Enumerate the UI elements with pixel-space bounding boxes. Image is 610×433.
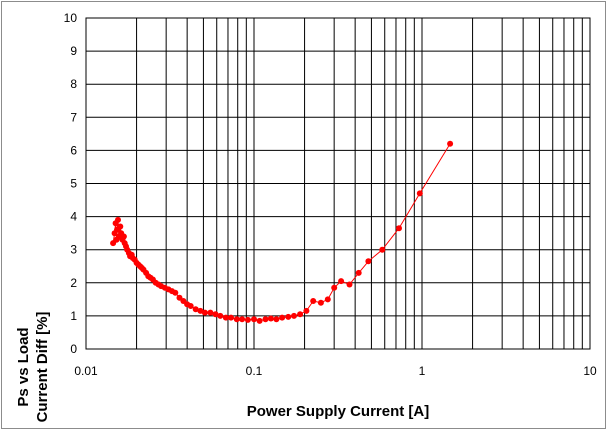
x-axis-title: Power Supply Current [A]	[247, 403, 430, 420]
data-point	[273, 316, 280, 323]
data-point	[201, 309, 208, 316]
y-axis-title-line-1: Ps vs Load	[15, 327, 32, 406]
data-point	[217, 312, 224, 319]
data-point	[117, 223, 124, 230]
data-point	[291, 312, 297, 319]
y-tick-label: 2	[70, 276, 77, 290]
data-point	[338, 278, 345, 285]
data-point	[197, 307, 204, 314]
data-point	[228, 314, 234, 321]
grid-lines	[85, 17, 590, 350]
y-tick-label: 8	[70, 77, 77, 91]
data-point	[279, 314, 286, 321]
data-point	[172, 289, 179, 296]
data-point	[262, 316, 269, 323]
data-point	[251, 316, 257, 323]
data-point	[212, 311, 219, 318]
data-point	[233, 316, 240, 323]
data-point	[239, 316, 246, 323]
data-point	[187, 303, 194, 309]
y-tick-label: 1	[70, 309, 77, 323]
data-point	[285, 313, 292, 320]
y-axis-title-line-2: Current Diff [%]	[34, 312, 51, 423]
data-point	[297, 311, 304, 318]
data-point	[303, 307, 310, 314]
data-point	[256, 317, 263, 324]
data-point	[365, 258, 372, 265]
data-point	[222, 314, 229, 321]
data-point	[346, 281, 353, 288]
data-point	[331, 284, 338, 291]
plot-area-border	[85, 17, 591, 350]
data-point	[310, 298, 317, 304]
series-line	[112, 143, 451, 322]
x-tick-label: 0.1	[246, 364, 263, 378]
x-tick-labels: 0.01 0.1 1 10	[74, 364, 597, 378]
y-tick-labels: 0 1 2 3 4 5 6 7 8 9 10	[64, 11, 78, 356]
data-point	[244, 316, 251, 323]
x-tick-label: 1	[419, 364, 426, 378]
x-tick-label: 0.01	[74, 364, 98, 378]
y-tick-label: 7	[70, 110, 77, 124]
y-tick-label: 10	[64, 11, 78, 25]
y-tick-label: 6	[70, 143, 77, 157]
data-point	[267, 315, 274, 322]
y-tick-label: 0	[70, 342, 77, 356]
y-tick-label: 9	[70, 44, 77, 58]
data-point	[355, 269, 362, 276]
data-point	[317, 299, 324, 306]
data-point	[396, 225, 402, 232]
data-point	[207, 309, 214, 316]
series-points	[110, 140, 454, 324]
data-point	[115, 216, 121, 223]
y-tick-label: 5	[70, 177, 77, 191]
data-point	[447, 140, 454, 147]
y-tick-label: 4	[70, 210, 77, 224]
x-tick-label: 10	[583, 364, 597, 378]
data-point	[192, 306, 199, 313]
data-point	[120, 233, 127, 240]
data-point	[416, 190, 423, 197]
data-point	[324, 296, 331, 303]
y-tick-label: 3	[70, 243, 77, 257]
data-point	[379, 246, 386, 253]
